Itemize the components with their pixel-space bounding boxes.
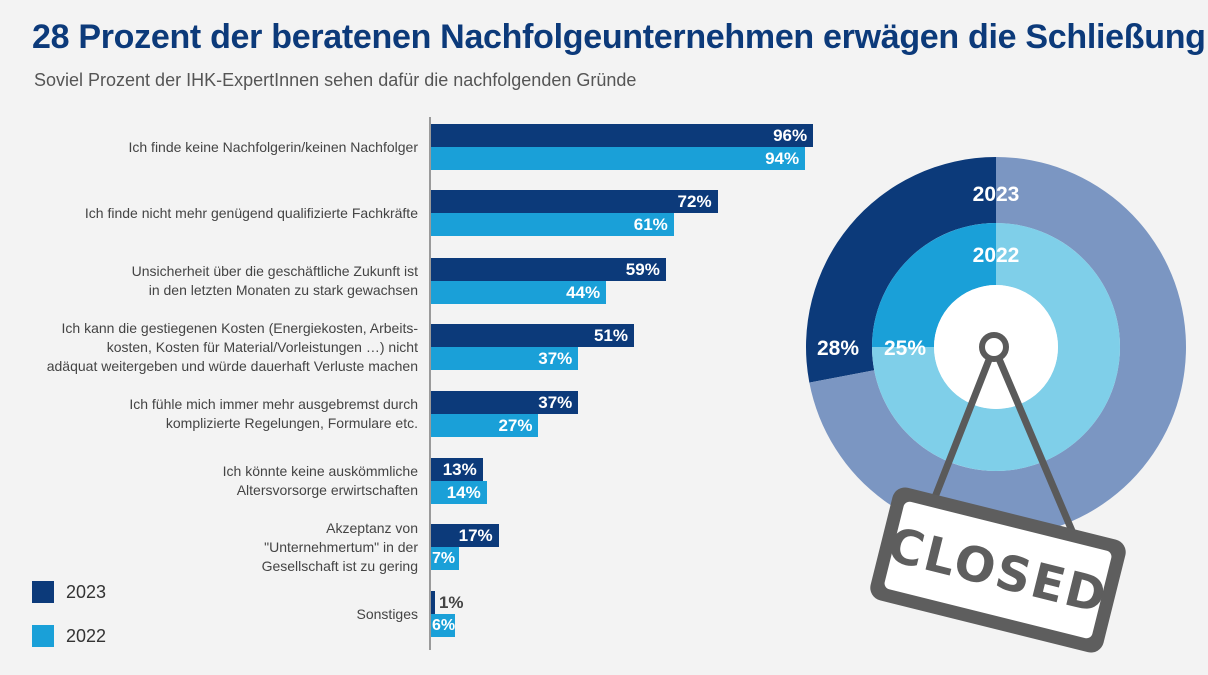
donut-slice-2022-remainder [872, 223, 1120, 471]
category-label-line: Ich finde keine Nachfolgerin/keinen Nach… [128, 138, 418, 155]
bar-2023 [431, 458, 483, 481]
category-axis-line [429, 117, 431, 650]
category-label-line: Gesellschaft ist zu gering [261, 557, 418, 574]
category-label-line: kosten, Kosten für Material/Vorleistunge… [106, 338, 418, 355]
bar-value-label: 17% [458, 526, 493, 545]
category-label: Ich kann die gestiegenen Kosten (Energie… [18, 319, 418, 376]
bar-value-label: 6% [432, 617, 456, 634]
legend-swatch-2022 [32, 625, 54, 647]
bar-value-label: 14% [446, 483, 481, 502]
bar-2022 [431, 547, 459, 570]
ring-value-2023: 28% [817, 337, 859, 360]
category-label-line: Unsicherheit über die geschäftliche Zuku… [131, 263, 418, 279]
bar-value-label: 59% [625, 260, 660, 279]
bar-value-label: 44% [566, 283, 601, 302]
category-label: Ich könnte keine auskömmliche Altersvorso… [18, 462, 418, 500]
bar-2023 [431, 190, 718, 213]
bar-2023 [431, 591, 435, 614]
bar-2022 [431, 147, 806, 170]
bar-value-label: 37% [538, 393, 573, 412]
category-label: Akzeptanz von "Unternehmertum" in der Gese… [18, 519, 418, 576]
bar-value-label: 7% [432, 550, 456, 567]
category-label: Sonstiges [18, 605, 418, 624]
bar-2022 [431, 481, 487, 504]
bar-value-label: 96% [773, 126, 808, 145]
bar-2022 [431, 347, 579, 370]
bar-2023 [431, 324, 634, 347]
bar-value-label: 94% [765, 149, 800, 168]
bar-2022 [431, 213, 674, 236]
category-label-line: Altersvorsorge erwirtschaften [236, 482, 418, 498]
bar-value-label: 27% [498, 416, 533, 435]
ring-value-2022: 25% [884, 337, 926, 360]
category-label-line: Ich kann die gestiegenen Kosten (Energie… [61, 319, 418, 336]
category-label-line: in den letzten Monaten zu stark gewachse… [148, 282, 418, 298]
bar-2023 [431, 391, 579, 414]
category-label: Unsicherheit über die geschäftliche Zuku… [18, 262, 418, 300]
bar-value-label: 13% [442, 460, 477, 479]
bar-value-label: 51% [593, 326, 628, 345]
bar-value-label: 1% [438, 593, 464, 612]
chart-subtitle: Soviel Prozent der IHK-ExpertInnen sehen… [34, 70, 637, 90]
category-label-line: Ich könnte keine auskömmliche [222, 463, 418, 479]
bar-2022 [431, 414, 539, 437]
ring-name-2022: 2022 [973, 244, 1020, 267]
bar-2022 [431, 614, 455, 637]
closed-sign-icon: CLOSED [870, 332, 1126, 653]
bar-value-label: 72% [677, 192, 712, 211]
category-label-line: Ich fühle mich immer mehr ausgebremst du… [129, 396, 418, 412]
legend-swatch-2023 [32, 581, 54, 603]
donut-slice-2023-remainder [809, 157, 1186, 538]
bar-2023 [431, 124, 814, 147]
category-label-line: komplizierte Regelungen, Formulare etc. [165, 415, 418, 431]
bar-2023 [431, 524, 499, 547]
category-label: Ich fühle mich immer mehr ausgebremst du… [18, 395, 418, 433]
bar-value-label: 61% [633, 215, 668, 234]
bar-2022 [431, 281, 607, 304]
donut-slice-2022-value [872, 223, 996, 347]
category-label-line: adäquat weitergeben und würde dauerhaft … [46, 357, 418, 374]
category-label: Ich finde nicht mehr genügend qualifizie… [18, 204, 418, 223]
donut-rings [806, 157, 1186, 538]
bar-value-label: 37% [538, 349, 573, 368]
category-label-line: Ich finde nicht mehr genügend qualifizie… [84, 204, 418, 221]
category-label: Ich finde keine Nachfolgerin/keinen Nach… [18, 138, 418, 157]
bar-2023 [431, 258, 666, 281]
donut-slice-2023-value [806, 157, 996, 383]
ring-name-2023: 2023 [973, 183, 1020, 206]
legend-label-2023: 2023 [66, 582, 107, 602]
legend-label-2022: 2022 [66, 626, 107, 646]
category-label-line: "Unternehmertum" in der [264, 538, 418, 555]
category-label-line: Akzeptanz von [326, 519, 418, 536]
chart-title: 28 Prozent der beratenen Nachfolgeuntern… [32, 18, 1206, 56]
category-label-line: Sonstiges [356, 605, 418, 622]
